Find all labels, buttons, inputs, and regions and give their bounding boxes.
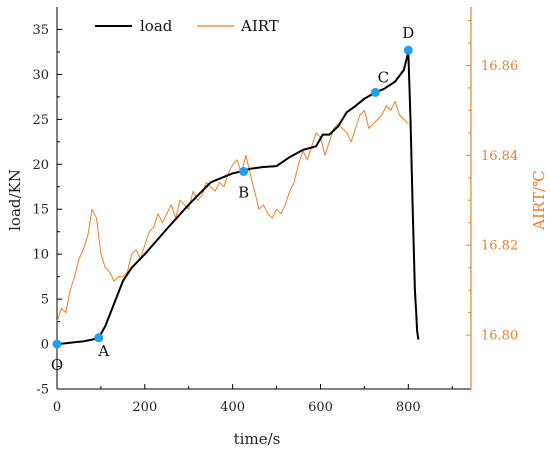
y-tick-label: 15 [32, 203, 49, 218]
point-c-marker [370, 87, 380, 97]
point-a-label: A [97, 342, 109, 360]
x-tick-label: 0 [53, 400, 61, 415]
x-tick-label: 800 [396, 400, 421, 415]
point-a-marker [94, 333, 104, 343]
y-tick-label: 0 [41, 338, 49, 353]
airt-line [56, 100, 409, 322]
point-o-label: O [51, 356, 63, 374]
y2-tick-label: 16.82 [481, 239, 518, 254]
load-series [56, 50, 420, 346]
axes-layer: -5 0 5 10 15 20 25 30 35 0 200 400 600 800 16.80 16.82 1… [32, 7, 518, 415]
y2-axis-title: AIRT/℃ [530, 170, 548, 231]
airt-series [56, 100, 409, 322]
y2-tick-label: 16.84 [481, 149, 518, 164]
y-tick-label: 30 [32, 68, 49, 83]
legend-airt-label: AIRT [240, 17, 279, 35]
y-axis-title: load/KN [6, 169, 24, 231]
point-b-marker [239, 166, 249, 176]
x-tick-label: 400 [220, 400, 245, 415]
x-axis-title: time/s [234, 430, 281, 448]
point-d-label: D [402, 24, 414, 42]
y-tick-label: 25 [32, 113, 49, 128]
key-points: O A B C D [51, 24, 414, 374]
load-line [56, 50, 420, 346]
y2-tick-label: 16.80 [481, 329, 518, 344]
point-c-label: C [378, 68, 389, 86]
x-tick-label: 600 [308, 400, 333, 415]
legend-load-label: load [140, 17, 173, 35]
y2-tick-label: 16.86 [481, 59, 518, 74]
x-tick-label: 200 [132, 400, 157, 415]
y-tick-label: 20 [32, 158, 49, 173]
legend: load AIRT [95, 17, 279, 35]
point-d-marker [403, 45, 413, 55]
point-b-label: B [238, 183, 249, 201]
y-tick-label: 5 [41, 293, 49, 308]
point-o-marker [52, 339, 62, 349]
y-tick-label: -5 [36, 383, 49, 398]
y-tick-label: 35 [32, 23, 49, 38]
y-tick-label: 10 [32, 248, 49, 263]
